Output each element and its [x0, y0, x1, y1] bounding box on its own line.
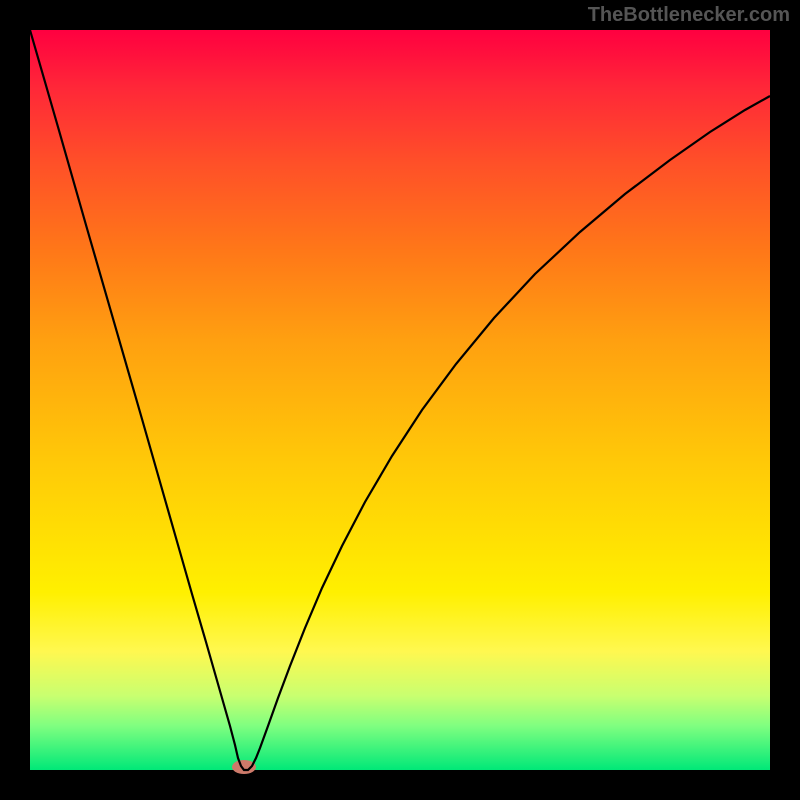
watermark-text: TheBottlenecker.com	[588, 4, 790, 27]
bottleneck-curve	[0, 0, 800, 800]
curve-path	[30, 30, 770, 770]
chart-container: TheBottlenecker.com	[0, 0, 800, 800]
